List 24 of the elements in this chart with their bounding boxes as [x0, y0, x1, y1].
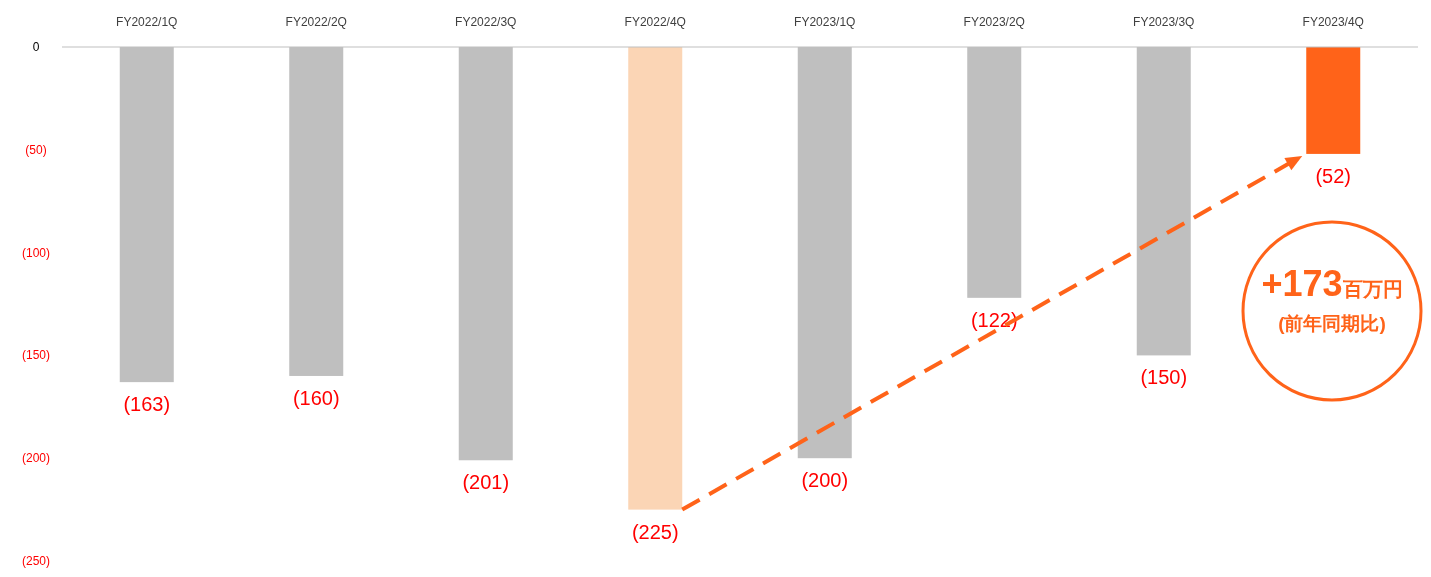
annotation: (前年同期比)	[1278, 313, 1386, 334]
x-tick-label: FY2022/4Q	[624, 15, 686, 29]
data-label: (225)	[631, 520, 679, 543]
x-tick-label: FY2022/1Q	[116, 15, 178, 29]
y-tick-label: (100)	[21, 245, 51, 260]
data-label: (200)	[801, 469, 849, 492]
data-label: (201)	[462, 471, 510, 494]
data-label: (160)	[292, 386, 340, 409]
x-tick-label: FY2023/1Q	[794, 15, 856, 29]
annotation: +173百万円	[1261, 263, 1403, 304]
data-label: (150)	[1140, 366, 1188, 389]
x-tick-label: FY2022/2Q	[285, 15, 347, 29]
y-tick-label: (200)	[21, 451, 51, 466]
data-label: (122)	[970, 308, 1018, 331]
data-label: (163)	[123, 393, 171, 416]
y-tick-label: 0	[32, 40, 40, 54]
data-label: (52)	[1315, 164, 1352, 187]
x-tick-label: FY2022/3Q	[455, 15, 517, 29]
y-tick-label: (50)	[25, 142, 47, 157]
x-tick-label: FY2023/3Q	[1133, 15, 1195, 29]
y-tick-label: (250)	[21, 554, 51, 568]
y-tick-label: (150)	[21, 348, 51, 363]
x-tick-label: FY2023/2Q	[963, 15, 1025, 29]
x-tick-label: FY2023/4Q	[1302, 15, 1364, 29]
